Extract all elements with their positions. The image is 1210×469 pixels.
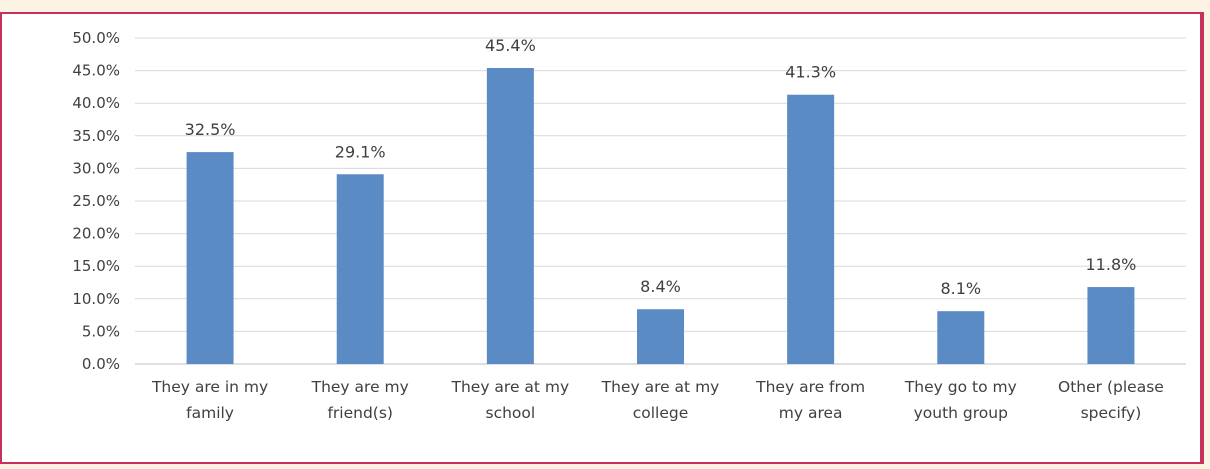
y-tick-label: 10.0% — [72, 290, 120, 308]
y-tick-label: 40.0% — [72, 94, 120, 112]
x-tick-label: Other (please — [1058, 378, 1164, 396]
bar — [637, 309, 684, 364]
x-tick-label: They are at my — [451, 378, 570, 396]
y-tick-label: 30.0% — [72, 159, 120, 177]
data-label: 29.1% — [335, 142, 386, 161]
y-tick-label: 0.0% — [82, 355, 120, 373]
x-tick-label: They are in my — [151, 378, 268, 396]
x-tick-label: family — [186, 404, 234, 422]
y-tick-label: 50.0% — [72, 29, 120, 47]
data-label: 45.4% — [485, 36, 536, 55]
x-tick-label: school — [486, 404, 536, 422]
x-tick-label: They are from — [755, 378, 865, 396]
y-tick-label: 20.0% — [72, 225, 120, 243]
y-tick-label: 5.0% — [82, 322, 120, 340]
x-tick-label: my area — [779, 404, 843, 422]
x-tick-label: youth group — [914, 404, 1008, 422]
bar — [787, 94, 835, 364]
x-tick-label: They go to my — [904, 378, 1017, 396]
y-tick-label: 35.0% — [72, 127, 120, 145]
bar — [486, 67, 534, 364]
y-tick-label: 15.0% — [72, 257, 120, 275]
x-tick-label: college — [633, 404, 689, 422]
bar — [1087, 287, 1135, 364]
y-tick-label: 45.0% — [72, 62, 120, 80]
bar-chart: 0.0% 5.0% 10.0% 15.0% 20.0% 25.0% 30.0% 35.0% 40… — [72, 29, 1186, 422]
x-tick-label: They are my — [311, 378, 409, 396]
x-tick-label: specify) — [1081, 404, 1142, 422]
data-label: 8.1% — [940, 279, 981, 298]
x-tick-label: They are at my — [601, 378, 720, 396]
x-tick-label: friend(s) — [327, 404, 393, 422]
data-label: 8.4% — [640, 277, 681, 296]
bar — [186, 152, 234, 364]
bar — [336, 174, 384, 364]
data-label: 41.3% — [785, 63, 836, 82]
bar — [937, 311, 985, 364]
data-label: 32.5% — [185, 120, 236, 139]
data-label: 11.8% — [1086, 255, 1137, 274]
y-tick-label: 25.0% — [72, 192, 120, 210]
